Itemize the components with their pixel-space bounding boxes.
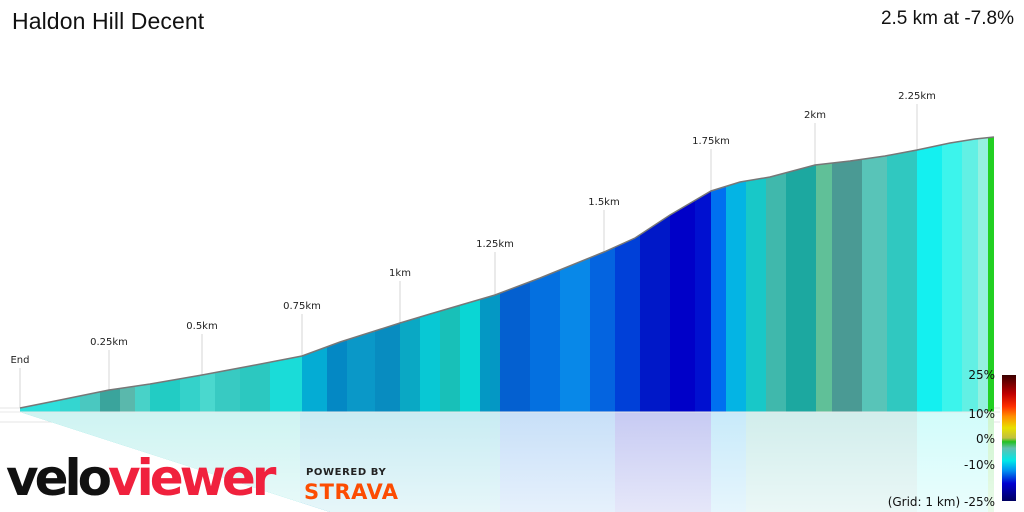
legend-label-0: 0% — [976, 432, 995, 446]
distance-marker-lines — [19, 104, 918, 408]
gradient-strips — [20, 137, 994, 412]
marker-0.75km: 0.75km — [283, 301, 321, 312]
legend-label-25: 25% — [968, 368, 995, 382]
marker-2km: 2km — [804, 110, 826, 121]
segment-summary: 2.5 km at -7.8% — [880, 8, 1014, 29]
legend-label-10: 10% — [968, 407, 995, 421]
marker-1.25km: 1.25km — [476, 239, 514, 250]
distance-marker-labels: End 0.25km 0.5km 0.75km 1km 1.25km 1.5km… — [10, 91, 935, 366]
profile-outline — [19, 136, 995, 409]
legend-color-bar — [1002, 375, 1016, 501]
gradient-legend: 25% 10% 0% -10% (Grid: 1 km) -25% — [888, 368, 1016, 509]
legend-label-grid-minus25: (Grid: 1 km) -25% — [888, 495, 995, 509]
marker-1km: 1km — [389, 268, 411, 279]
marker-1.75km: 1.75km — [692, 136, 730, 147]
powered-by-label: POWERED BY — [306, 467, 387, 478]
legend-label-minus10: -10% — [964, 458, 995, 472]
veloviewer-logo: veloviewer — [6, 449, 276, 507]
strava-logo: STRAVA — [304, 480, 399, 504]
marker-1.5km: 1.5km — [588, 197, 619, 208]
marker-0.25km: 0.25km — [90, 337, 128, 348]
marker-0.5km: 0.5km — [186, 321, 217, 332]
page-title: Haldon Hill Decent — [12, 8, 205, 34]
marker-2.25km: 2.25km — [898, 91, 936, 102]
marker-end: End — [10, 355, 29, 366]
